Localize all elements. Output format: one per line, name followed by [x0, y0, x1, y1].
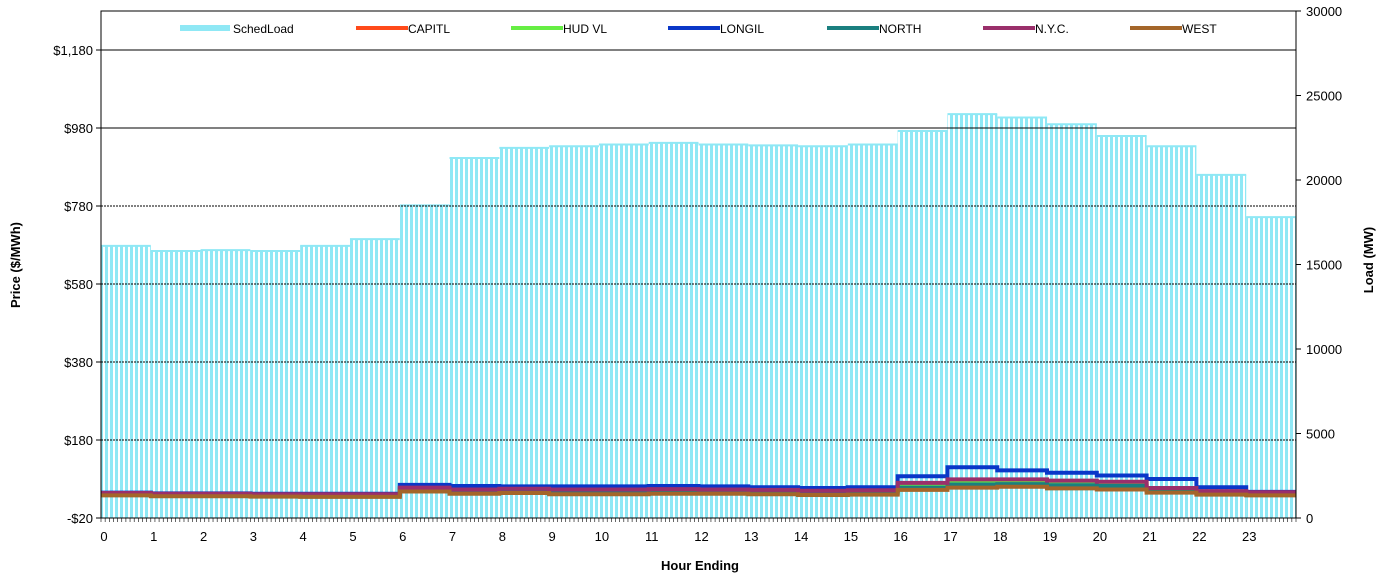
y-left-axis-title: Price ($/MWh) [8, 222, 23, 308]
x-tick-label: 4 [300, 529, 307, 544]
y-left-tick-label: $380 [64, 355, 93, 370]
load-bar [997, 117, 1048, 518]
load-bar [947, 114, 998, 518]
load-bar [349, 239, 400, 518]
series-line-n-y-c- [101, 477, 1296, 497]
x-tick-label: 22 [1192, 529, 1206, 544]
legend-label: NORTH [879, 22, 921, 36]
x-axis-title: Hour Ending [661, 558, 739, 573]
load-bar [499, 147, 550, 518]
legend-label: CAPITL [408, 22, 450, 36]
series-line-west [101, 484, 1296, 499]
load-bar [1047, 124, 1097, 518]
load-bar [1146, 146, 1197, 518]
legend-label: LONGIL [720, 22, 764, 36]
load-bar [250, 250, 301, 519]
load-bar [549, 146, 599, 518]
x-tick-label: 8 [499, 529, 506, 544]
load-bar [101, 245, 151, 518]
x-tick-label: 10 [595, 529, 609, 544]
x-tick-label: 14 [794, 529, 808, 544]
x-tick-label: 16 [893, 529, 907, 544]
load-bar [200, 250, 251, 518]
y-right-tick-label: 0 [1306, 511, 1313, 526]
y-right-tick-label: 20000 [1306, 173, 1342, 188]
load-bar [1096, 136, 1147, 518]
x-tick-label: 1 [150, 529, 157, 544]
legend-label: N.Y.C. [1035, 22, 1069, 36]
load-bar [897, 130, 948, 519]
y-right-tick-label: 5000 [1306, 427, 1335, 442]
load-bar [300, 245, 350, 518]
y-right-tick-label: 10000 [1306, 342, 1342, 357]
x-tick-label: 3 [250, 529, 257, 544]
x-tick-label: 5 [349, 529, 356, 544]
x-tick-label: 7 [449, 529, 456, 544]
x-tick-label: 20 [1093, 529, 1107, 544]
x-tick-label: 12 [694, 529, 708, 544]
legend: SchedLoad CAPITL HUD VL LONGIL NORTH N.Y.C. WE… [180, 22, 1217, 36]
y-left-tick-label: $1,180 [53, 43, 93, 58]
load-bar [748, 145, 799, 519]
x-tick-label: 0 [100, 529, 107, 544]
x-tick-label: 21 [1142, 529, 1156, 544]
grid-layer [101, 49, 1296, 441]
x-tick-label: 23 [1242, 529, 1256, 544]
y-left-tick-label: $580 [64, 277, 93, 292]
y-right-tick-label: 25000 [1306, 89, 1342, 104]
load-bar [648, 142, 699, 518]
x-tick-label: 19 [1043, 529, 1057, 544]
load-bar [698, 144, 749, 518]
x-tick-label: 17 [943, 529, 957, 544]
x-tick-label: 18 [993, 529, 1007, 544]
load-bars-layer [101, 113, 1296, 519]
load-bar [598, 144, 649, 518]
y-right-tick-label: 30000 [1306, 4, 1342, 19]
x-tick-label: 11 [645, 529, 659, 544]
load-bar [798, 146, 848, 518]
x-tick-label: 2 [200, 529, 207, 544]
load-bar [1246, 217, 1296, 518]
x-tick-label: 13 [744, 529, 758, 544]
load-bar [847, 144, 898, 518]
x-tick-label: 6 [399, 529, 406, 544]
y-left-tick-label: -$20 [67, 511, 93, 526]
load-bar [150, 250, 201, 519]
y-right-axis-title: Load (MW) [1361, 227, 1376, 293]
legend-label: SchedLoad [233, 22, 294, 36]
y-left-tick-label: $180 [64, 433, 93, 448]
y-left-tick-label: $780 [64, 199, 93, 214]
legend-label: HUD VL [563, 22, 607, 36]
x-tick-label: 15 [844, 529, 858, 544]
price-lines-layer [101, 465, 1296, 499]
x-tick-label: 9 [549, 529, 556, 544]
legend-label: WEST [1182, 22, 1217, 36]
y-left-tick-label: $980 [64, 121, 93, 136]
load-bar [449, 158, 500, 518]
y-right-tick-label: 15000 [1306, 258, 1342, 273]
axes-layer: 0 1 2 3 4 5 6 7 8 9 10 11 12 13 14 15 16 17 18 19 20 21 22 23-$… [53, 4, 1342, 544]
load-bar [1196, 174, 1247, 518]
